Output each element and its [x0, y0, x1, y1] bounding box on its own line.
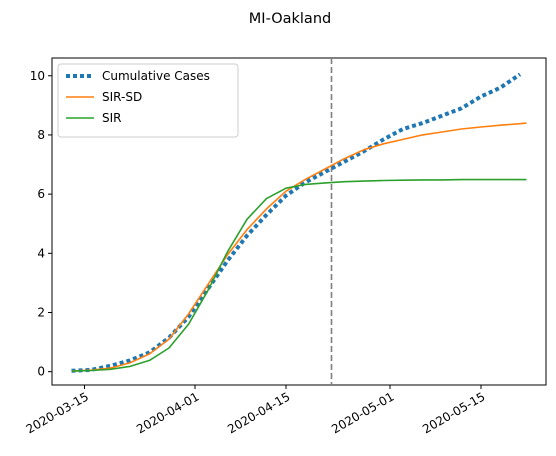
y-tick-label: 10 — [30, 69, 45, 83]
x-tick-label: 2020-05-01 — [329, 389, 396, 436]
legend-label: SIR — [102, 111, 122, 125]
y-axis: 0 2 4 6 8 10 — [30, 69, 52, 379]
chart-title: MI-Oakland — [249, 11, 331, 27]
x-tick-label: 2020-03-15 — [24, 389, 91, 436]
series-line-sir-sd — [71, 122, 527, 372]
x-tick-label: 2020-04-15 — [225, 389, 292, 436]
x-axis: 2020-03-15 2020-04-01 2020-04-15 2020-05-01… — [24, 385, 488, 436]
legend-label: SIR-SD — [102, 90, 142, 104]
series-line-sir — [71, 178, 527, 372]
series-layer — [71, 72, 527, 373]
y-tick-label: 2 — [37, 305, 45, 319]
y-tick-label: 8 — [37, 128, 45, 142]
legend-label: Cumulative Cases — [102, 69, 210, 83]
legend-box — [57, 63, 239, 138]
x-tick-label: 2020-05-15 — [420, 389, 487, 436]
series-line-cumulative-cases — [71, 72, 522, 373]
y-tick-label: 4 — [37, 246, 45, 260]
y-tick-label: 0 — [37, 365, 45, 379]
x-tick-label: 2020-04-01 — [134, 389, 201, 436]
legend: Cumulative Cases SIR-SD SIR — [57, 63, 239, 138]
y-tick-label: 6 — [37, 187, 45, 201]
plot-area-frame — [51, 57, 547, 386]
